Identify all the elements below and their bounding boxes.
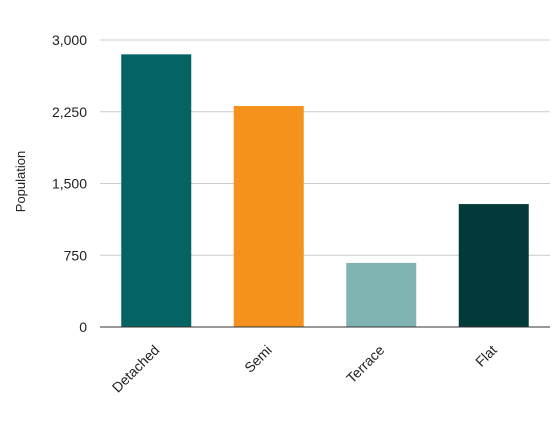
bar-detached bbox=[121, 54, 192, 327]
bar-terrace bbox=[346, 262, 417, 327]
x-axis-ticks: Detached Semi Terrace Flat bbox=[109, 342, 500, 396]
bar-semi bbox=[233, 106, 304, 327]
y-tick-label: 750 bbox=[64, 247, 88, 263]
x-tick-label: Terrace bbox=[343, 342, 387, 386]
y-tick-label: 3,000 bbox=[52, 32, 87, 48]
bar-flat bbox=[458, 204, 529, 327]
x-tick-label: Flat bbox=[472, 342, 500, 370]
x-tick-label: Semi bbox=[241, 342, 275, 376]
x-tick-label: Detached bbox=[109, 342, 163, 396]
y-axis-title: Population bbox=[13, 151, 28, 212]
y-tick-label: 2,250 bbox=[52, 104, 87, 120]
bars bbox=[121, 54, 529, 327]
y-tick-label: 0 bbox=[79, 319, 87, 335]
y-axis-ticks: 0 750 1,500 2,250 3,000 bbox=[52, 32, 87, 335]
y-tick-label: 1,500 bbox=[52, 176, 87, 192]
